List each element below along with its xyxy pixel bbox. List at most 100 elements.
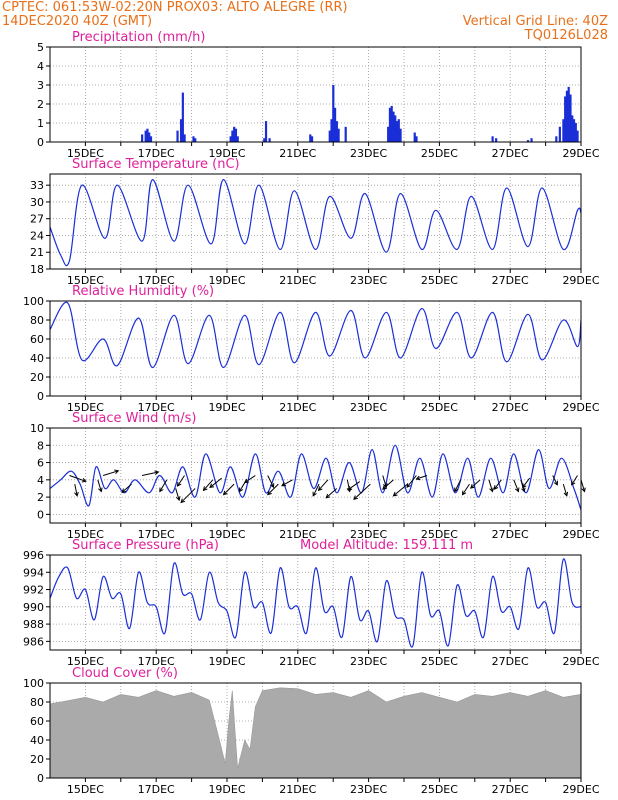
pressure-xtick-label: 19DEC xyxy=(208,655,245,668)
precipitation-bar xyxy=(176,130,179,142)
humidity-ytick-label: 100 xyxy=(23,295,44,308)
wind-vector-head xyxy=(270,483,275,489)
humidity-ytick-label: 0 xyxy=(37,390,44,403)
temperature-frame xyxy=(49,173,582,270)
precipitation-xtick-label: 21DEC xyxy=(279,147,316,160)
wind-vector-arrow xyxy=(406,475,417,488)
wind-ytick-label: 6 xyxy=(37,457,44,470)
precipitation-bar xyxy=(332,85,335,142)
precipitation-frame xyxy=(49,46,582,143)
wind-vector-arrow xyxy=(393,483,408,497)
humidity-title: Relative Humidity (%) xyxy=(72,284,214,299)
temperature-line xyxy=(50,178,581,267)
precipitation-bar xyxy=(390,105,393,142)
wind-vector-arrow xyxy=(281,479,293,487)
temperature-xtick-label: 27DEC xyxy=(492,274,529,287)
precipitation-bar xyxy=(572,119,576,142)
pressure-ytick-label: 986 xyxy=(23,635,44,648)
precipitation-panel: 0 1 2 3 4 5 15DEC 17DEC 19DEC 21DEC 23DEC 25DEC 27DE… xyxy=(37,30,600,160)
temperature-xtick-label: 15DEC xyxy=(67,274,104,287)
pressure-line xyxy=(50,558,581,648)
cloud-cover-xtick-label: 19DEC xyxy=(208,783,245,796)
cloud-cover-xtick-label: 25DEC xyxy=(421,783,458,796)
wind-vector-head xyxy=(159,487,164,493)
precipitation-bar xyxy=(399,128,402,142)
precipitation-bar xyxy=(571,115,574,142)
pressure-title: Surface Pressure (hPa) xyxy=(72,538,219,553)
wind-vector-head xyxy=(154,470,160,475)
temperature-ytick-label: 24 xyxy=(30,229,44,242)
wind-vector-arrow xyxy=(267,475,274,488)
precipitation-bar xyxy=(234,128,238,142)
wind-vector-arrow xyxy=(522,477,531,488)
wind-vector-head xyxy=(383,483,388,489)
wind-vector-arrow xyxy=(318,479,329,491)
cloud-cover-ytick-label: 60 xyxy=(30,715,44,728)
temperature-panel: 18 21 24 27 30 33 15DEC 17DEC 19DEC 21DEC 23DEC 25D… xyxy=(30,157,600,287)
wind-vector-arrow xyxy=(416,475,428,480)
precipitation-bar xyxy=(263,138,266,142)
precipitation-bar xyxy=(562,119,565,142)
wind-vector-arrow xyxy=(223,483,235,495)
wind-vector-head xyxy=(243,478,249,484)
wind-vector-head xyxy=(493,485,499,491)
precipitation-bar xyxy=(574,123,577,142)
wind-vector-head xyxy=(581,487,586,493)
wind-xtick-label: 29DEC xyxy=(562,528,599,541)
cloud-cover-ytick-label: 100 xyxy=(23,677,44,690)
cloud-cover-xtick-label: 29DEC xyxy=(562,783,599,796)
header-run-time: 14DEC2020 40Z (GMT) xyxy=(2,14,153,29)
wind-line xyxy=(50,444,581,511)
header-model-id: TQ0126L028 xyxy=(524,28,608,43)
precipitation-bar xyxy=(328,130,331,142)
precipitation-bar xyxy=(530,138,533,142)
precipitation-xtick-label: 29DEC xyxy=(562,147,599,160)
humidity-ytick-label: 40 xyxy=(30,352,44,365)
precipitation-bar xyxy=(141,134,144,142)
wind-xtick-label: 19DEC xyxy=(208,528,245,541)
cloud-cover-xtick-label: 21DEC xyxy=(279,783,316,796)
pressure-xtick-label: 23DEC xyxy=(350,655,387,668)
precipitation-title: Precipitation (mm/h) xyxy=(72,30,205,45)
pressure-annotation: Model Altitude: 159.111 m xyxy=(300,538,473,553)
wind-vector-arrow xyxy=(312,483,320,497)
precipitation-bar xyxy=(183,134,186,142)
precipitation-bar xyxy=(179,119,183,142)
pressure-xtick-label: 21DEC xyxy=(279,655,316,668)
wind-xtick-label: 27DEC xyxy=(492,528,529,541)
precipitation-bar xyxy=(264,121,268,142)
precipitation-xtick-label: 23DEC xyxy=(350,147,387,160)
pressure-ytick-label: 988 xyxy=(23,618,44,631)
pressure-frame xyxy=(49,554,582,651)
precipitation-ytick-label: 5 xyxy=(37,41,44,54)
wind-vector-arrow xyxy=(209,477,223,488)
temperature-xtick-label: 29DEC xyxy=(562,274,599,287)
pressure-panel: 986 988 990 992 994 996 15DEC 17DEC 19DEC 21DEC 23… xyxy=(23,538,600,668)
wind-vector-head xyxy=(521,487,526,493)
precipitation-ytick-label: 2 xyxy=(37,98,44,111)
cloud-cover-panel: 0 20 40 60 80 100 15DEC 17DEC 19DEC 21DEC 23DEC 25D… xyxy=(23,666,600,796)
wind-vector-arrow xyxy=(267,483,279,495)
wind-ytick-label: 10 xyxy=(30,422,44,435)
wind-vector-arrow xyxy=(97,479,102,492)
precipitation-bar xyxy=(148,132,151,142)
precipitation-xtick-label: 27DEC xyxy=(492,147,529,160)
cloud-cover-title: Cloud Cover (%) xyxy=(72,666,178,681)
wind-vector-arrow xyxy=(462,483,470,495)
cloud-cover-xtick-label: 17DEC xyxy=(138,783,175,796)
wind-vector-head xyxy=(114,469,120,475)
wind-vector-head xyxy=(571,480,576,486)
humidity-xtick-label: 23DEC xyxy=(350,401,387,414)
wind-vector-head xyxy=(209,483,215,489)
wind-xtick-label: 15DEC xyxy=(67,528,104,541)
wind-vector-arrow xyxy=(180,488,196,503)
precipitation-bar xyxy=(337,128,340,142)
precipitation-bar xyxy=(558,126,561,142)
temperature-xtick-label: 23DEC xyxy=(350,274,387,287)
humidity-frame xyxy=(49,300,582,397)
precipitation-bar xyxy=(233,126,236,142)
precipitation-xtick-label: 15DEC xyxy=(67,147,104,160)
wind-vector-arrow xyxy=(552,475,558,486)
wind-vector-head xyxy=(563,491,569,497)
header-grid-line-info: Vertical Grid Line: 40Z xyxy=(462,14,608,29)
